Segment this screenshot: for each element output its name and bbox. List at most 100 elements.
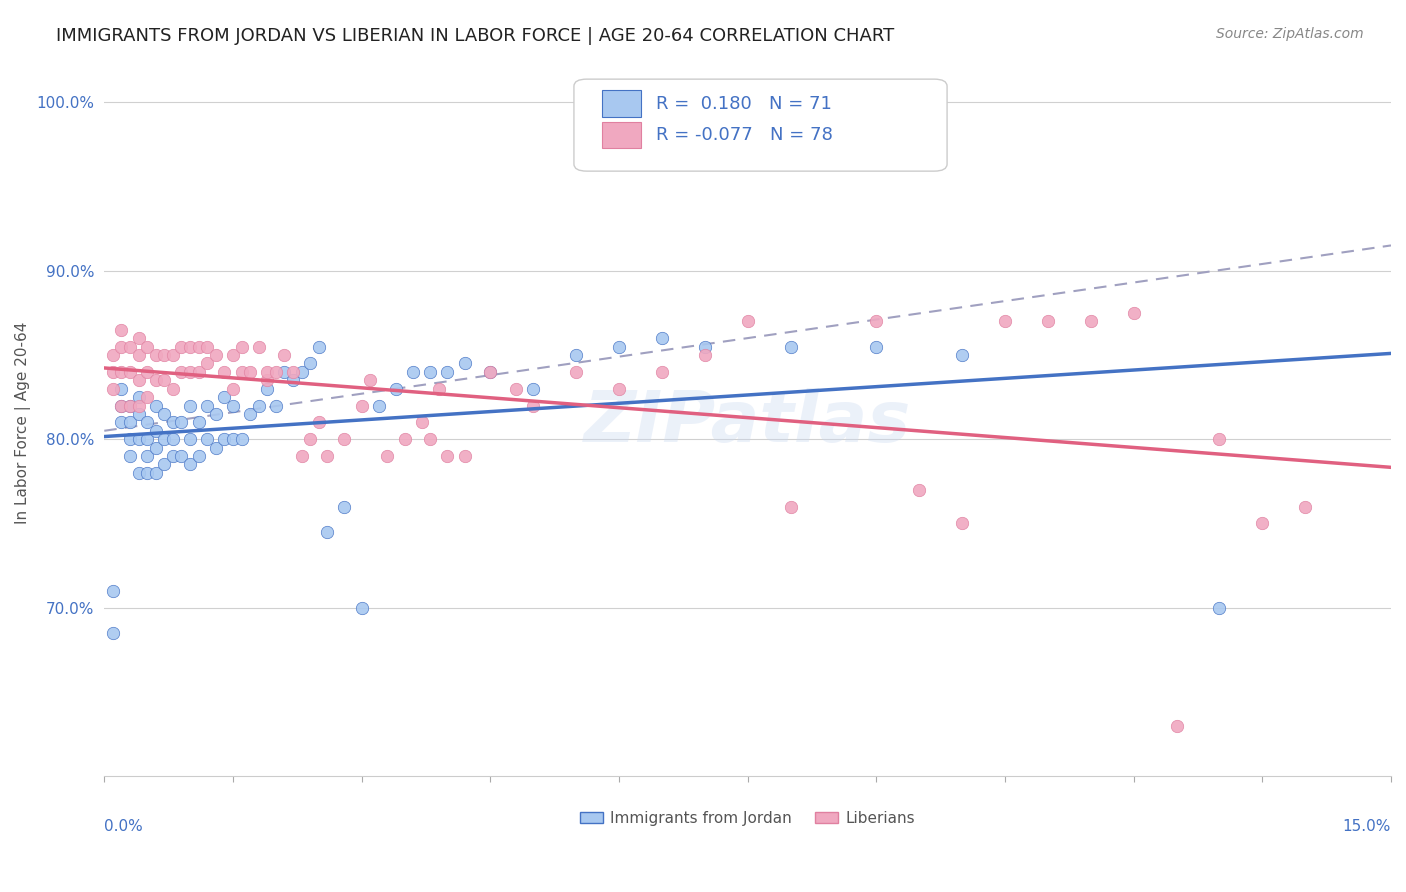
Point [128,432,150,446]
Point [231,339,253,353]
Point [273,365,295,379]
Point [402,365,425,379]
Point [247,399,270,413]
Point [170,449,193,463]
Point [1294,500,1316,514]
Point [145,424,167,438]
Point [522,382,544,396]
Point [136,339,159,353]
Point [436,365,458,379]
Point [162,432,184,446]
Point [222,432,245,446]
Point [256,382,278,396]
Point [308,339,330,353]
Point [110,365,132,379]
Point [1208,600,1230,615]
Point [239,365,262,379]
Point [350,399,373,413]
Point [179,399,201,413]
Text: 0.0%: 0.0% [104,819,143,834]
Point [128,348,150,362]
Point [299,356,322,370]
Point [264,365,287,379]
Point [264,399,287,413]
Point [187,449,209,463]
Point [316,449,339,463]
Point [204,441,226,455]
Point [290,449,312,463]
Point [162,415,184,429]
Point [359,373,381,387]
Text: 15.0%: 15.0% [1343,819,1391,834]
Point [179,365,201,379]
Point [162,449,184,463]
Point [145,348,167,362]
FancyBboxPatch shape [602,121,641,148]
Point [651,365,673,379]
Point [256,373,278,387]
Point [222,399,245,413]
Point [101,348,124,362]
Point [377,449,399,463]
Point [136,432,159,446]
Point [195,339,218,353]
Point [170,415,193,429]
Point [247,339,270,353]
Point [110,399,132,413]
Point [118,415,141,429]
Point [118,432,141,446]
Point [1208,432,1230,446]
Point [110,399,132,413]
Text: ZIPatlas: ZIPatlas [583,388,911,457]
Point [607,382,630,396]
Point [170,365,193,379]
Point [1036,314,1059,328]
Point [367,399,389,413]
Point [187,415,209,429]
Point [179,458,201,472]
Point [1166,718,1188,732]
Point [136,365,159,379]
FancyBboxPatch shape [602,90,641,118]
Point [187,339,209,353]
Point [145,373,167,387]
Point [299,432,322,446]
Point [239,407,262,421]
Point [118,399,141,413]
Point [479,365,502,379]
Text: IMMIGRANTS FROM JORDAN VS LIBERIAN IN LABOR FORCE | AGE 20-64 CORRELATION CHART: IMMIGRANTS FROM JORDAN VS LIBERIAN IN LA… [56,27,894,45]
Point [136,390,159,404]
Point [145,399,167,413]
Point [607,339,630,353]
Point [693,339,716,353]
Point [145,466,167,480]
Point [411,415,433,429]
Point [101,583,124,598]
Point [128,373,150,387]
Point [290,365,312,379]
Point [170,339,193,353]
Point [101,382,124,396]
Point [565,348,588,362]
Point [195,356,218,370]
Point [204,348,226,362]
Point [281,373,304,387]
Point [222,382,245,396]
Point [128,390,150,404]
Legend: Immigrants from Jordan, Liberians: Immigrants from Jordan, Liberians [574,805,921,832]
Point [179,432,201,446]
Point [427,382,450,396]
Point [281,365,304,379]
Point [693,348,716,362]
Point [153,432,176,446]
Point [256,365,278,379]
Point [118,365,141,379]
Point [162,348,184,362]
Point [316,524,339,539]
FancyBboxPatch shape [574,79,948,171]
Point [214,365,236,379]
Point [394,432,416,446]
Point [308,415,330,429]
Point [128,331,150,345]
Point [110,339,132,353]
